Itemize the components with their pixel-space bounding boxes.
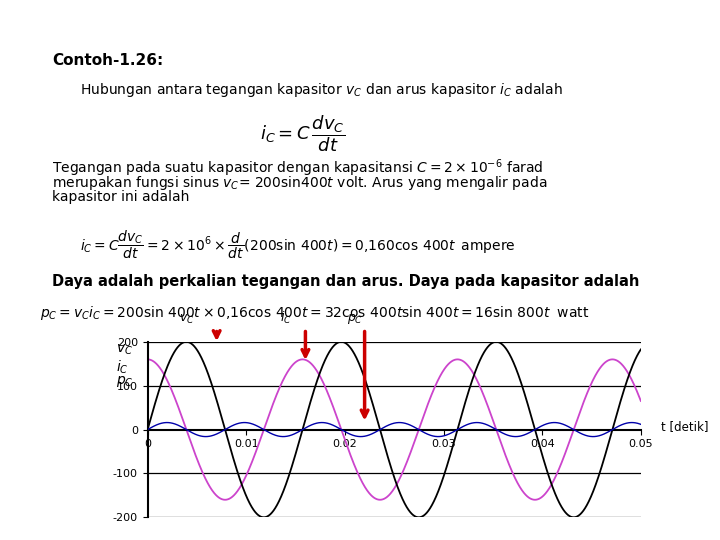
- Text: $v_C$: $v_C$: [116, 342, 133, 356]
- Text: $i_C = C\dfrac{dv_C}{dt} = 2\times10^6\times\dfrac{d}{dt}(200\sin\,400t) = 0{,}1: $i_C = C\dfrac{dv_C}{dt} = 2\times10^6\t…: [80, 228, 516, 261]
- Text: $i_C$: $i_C$: [280, 309, 292, 326]
- Text: $i_C$: $i_C$: [116, 359, 129, 376]
- Text: Hubungan antara tegangan kapasitor $v_C$ dan arus kapasitor $i_C$ adalah: Hubungan antara tegangan kapasitor $v_C$…: [80, 82, 563, 99]
- Text: merupakan fungsi sinus $v_C$= 200sin400$t$ volt. Arus yang mengalir pada: merupakan fungsi sinus $v_C$= 200sin400$…: [52, 174, 547, 192]
- Text: $i_C = C\,\dfrac{dv_C}{dt}$: $i_C = C\,\dfrac{dv_C}{dt}$: [260, 113, 346, 154]
- Text: Fungsi Trigonometri: Fungsi Trigonometri: [151, 9, 315, 26]
- Text: Turunan Fungsi,: Turunan Fungsi,: [9, 8, 197, 28]
- Text: $v_C$: $v_C$: [179, 313, 195, 326]
- Text: kapasitor ini adalah: kapasitor ini adalah: [52, 190, 189, 204]
- Text: Tegangan pada suatu kapasitor dengan kapasitansi $C = 2\times10^{-6}$ farad: Tegangan pada suatu kapasitor dengan kap…: [52, 158, 544, 179]
- Text: Contoh-1.26:: Contoh-1.26:: [52, 53, 163, 68]
- Text: t [detik]: t [detik]: [660, 420, 708, 433]
- Text: $p_C = v_C i_C = 200\sin\,400t\times0{,}16\cos\,400t = 32\cos\,400t\sin\,400t = : $p_C = v_C i_C = 200\sin\,400t\times0{,}…: [40, 304, 590, 322]
- Text: Daya adalah perkalian tegangan dan arus. Daya pada kapasitor adalah: Daya adalah perkalian tegangan dan arus.…: [52, 274, 639, 289]
- Text: $p_C$: $p_C$: [347, 312, 363, 326]
- Text: $p_C$: $p_C$: [116, 374, 134, 389]
